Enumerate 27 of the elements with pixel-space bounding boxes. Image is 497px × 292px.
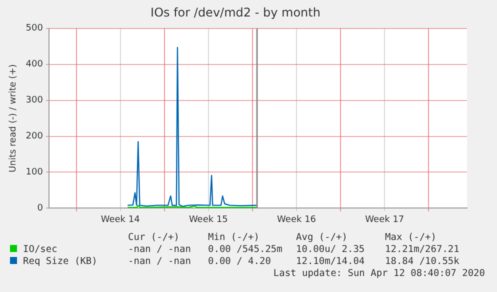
x-tick-label: Week 16 — [277, 214, 316, 225]
text: 12.21m/267.21 — [385, 244, 460, 255]
text: Max (-/+) — [385, 232, 436, 243]
legend-label: Req Size (KB) — [22, 256, 98, 267]
legend-label: IO/sec — [22, 244, 58, 255]
y-tick-label: 0 — [37, 204, 44, 214]
y-tick-label: 500 — [26, 24, 44, 34]
text: -nan / -nan — [128, 256, 191, 267]
y-tick-label: 400 — [26, 60, 44, 70]
text: Avg (-/+) — [296, 232, 348, 243]
text: Min (-/+) — [208, 232, 260, 243]
y-tick-label: 300 — [26, 96, 44, 106]
x-tick-label: Week 17 — [365, 214, 404, 225]
x-tick-label: Week 14 — [100, 214, 140, 225]
text: Last update: Sun Apr 12 08:40:07 2020 — [273, 268, 485, 279]
y-tick-label: 200 — [26, 132, 44, 142]
text: 10.00u/ 2.35 — [296, 244, 365, 255]
text: 12.10m/14.04 — [296, 256, 365, 267]
text: 18.84 /10.55k — [385, 256, 460, 267]
y-tick-label: 100 — [26, 168, 44, 178]
text: -nan / -nan — [128, 244, 191, 255]
chart-title: IOs for /dev/md2 - by month — [150, 5, 320, 20]
text: 0.00 / 4.20 — [208, 256, 271, 267]
y-axis-title: Units read (-) / write (+) — [8, 64, 19, 172]
text: Cur (-/+) — [128, 232, 180, 243]
x-tick-label: Week 15 — [188, 214, 228, 225]
text: 0.00 /545.25m — [208, 244, 282, 255]
